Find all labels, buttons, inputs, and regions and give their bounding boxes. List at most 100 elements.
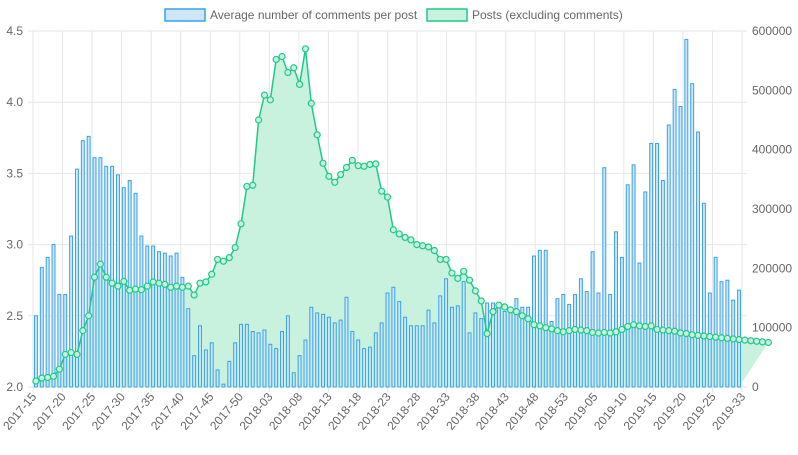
bar-avg-comments[interactable] [373, 332, 378, 388]
bar-avg-comments[interactable] [438, 295, 443, 388]
bar-avg-comments[interactable] [449, 306, 454, 388]
point-posts[interactable] [337, 170, 345, 179]
point-posts[interactable] [149, 278, 157, 286]
bar-avg-comments[interactable] [391, 286, 396, 388]
bar-avg-comments[interactable] [151, 245, 156, 388]
point-posts[interactable] [114, 282, 122, 290]
point-posts[interactable] [254, 116, 263, 124]
point-posts[interactable] [44, 373, 52, 382]
bar-avg-comments[interactable] [168, 255, 173, 388]
point-posts[interactable] [547, 325, 556, 333]
point-posts[interactable] [219, 257, 228, 265]
point-posts[interactable] [49, 372, 58, 380]
point-posts[interactable] [196, 279, 204, 287]
bar-avg-comments[interactable] [332, 322, 337, 388]
point-posts[interactable] [90, 273, 99, 281]
bar-avg-comments[interactable] [121, 187, 126, 388]
point-posts[interactable] [542, 324, 550, 332]
point-posts[interactable] [712, 333, 720, 341]
bar-avg-comments[interactable] [420, 325, 425, 388]
point-posts[interactable] [477, 297, 485, 305]
bar-avg-comments[interactable] [660, 180, 665, 388]
point-posts[interactable] [448, 269, 456, 277]
bar-avg-comments[interactable] [209, 342, 214, 388]
bar-avg-comments[interactable] [432, 322, 437, 388]
point-posts[interactable] [208, 270, 216, 278]
bar-avg-comments[interactable] [239, 323, 243, 388]
bar-avg-comments[interactable] [655, 142, 660, 388]
point-posts[interactable] [723, 334, 731, 342]
bar-avg-comments[interactable] [215, 369, 220, 388]
bar-avg-comments[interactable] [614, 231, 618, 388]
point-posts[interactable] [665, 327, 673, 335]
point-posts[interactable] [741, 336, 749, 344]
bar-avg-comments[interactable] [162, 252, 167, 388]
bar-avg-comments[interactable] [690, 83, 695, 388]
bar-avg-comments[interactable] [115, 174, 120, 388]
point-posts[interactable] [706, 332, 714, 341]
bar-avg-comments[interactable] [520, 306, 525, 388]
bar-avg-comments[interactable] [696, 131, 701, 388]
point-posts[interactable] [378, 187, 386, 195]
bar-avg-comments[interactable] [701, 202, 706, 388]
point-posts[interactable] [38, 374, 46, 382]
bar-avg-comments[interactable] [274, 348, 279, 388]
bar-avg-comments[interactable] [227, 360, 232, 388]
point-posts[interactable] [565, 327, 573, 335]
point-posts[interactable] [73, 350, 81, 358]
point-posts[interactable] [307, 99, 315, 107]
bar-avg-comments[interactable] [379, 322, 384, 388]
bar-avg-comments[interactable] [244, 323, 249, 388]
bar-avg-comments[interactable] [39, 266, 44, 388]
point-posts[interactable] [325, 172, 333, 180]
point-posts[interactable] [354, 162, 362, 170]
bar-avg-comments[interactable] [491, 302, 495, 388]
bar-avg-comments[interactable] [496, 306, 501, 388]
bar-avg-comments[interactable] [479, 318, 484, 388]
point-posts[interactable] [629, 321, 638, 329]
point-posts[interactable] [618, 325, 626, 334]
bar-avg-comments[interactable] [344, 296, 349, 388]
bar-avg-comments[interactable] [643, 191, 648, 388]
point-posts[interactable] [460, 267, 468, 275]
bar-avg-comments[interactable] [543, 249, 548, 388]
bar-avg-comments[interactable] [157, 251, 161, 388]
point-posts[interactable] [167, 283, 175, 291]
point-posts[interactable] [413, 241, 421, 249]
point-posts[interactable] [190, 291, 198, 299]
point-posts[interactable] [583, 327, 591, 335]
bar-avg-comments[interactable] [649, 142, 654, 388]
bar-avg-comments[interactable] [45, 256, 50, 388]
bar-avg-comments[interactable] [233, 342, 238, 388]
point-posts[interactable] [553, 327, 562, 335]
bar-avg-comments[interactable] [485, 302, 490, 388]
bar-avg-comments[interactable] [174, 252, 179, 388]
point-posts[interactable] [524, 315, 532, 323]
bar-avg-comments[interactable] [86, 135, 91, 388]
point-posts[interactable] [471, 287, 479, 295]
point-posts[interactable] [143, 282, 151, 290]
bar-avg-comments[interactable] [725, 279, 730, 388]
point-posts[interactable] [501, 303, 509, 311]
bar-avg-comments[interactable] [514, 298, 519, 388]
point-posts[interactable] [155, 279, 163, 287]
point-posts[interactable] [530, 321, 538, 329]
bar-avg-comments[interactable] [672, 88, 677, 388]
point-posts[interactable] [401, 233, 409, 242]
point-posts[interactable] [764, 338, 772, 347]
point-posts[interactable] [588, 328, 597, 337]
bar-avg-comments[interactable] [731, 299, 736, 388]
bar-avg-comments[interactable] [414, 325, 419, 388]
point-posts[interactable] [600, 328, 608, 337]
point-posts[interactable] [137, 286, 146, 294]
point-posts[interactable] [758, 338, 767, 346]
bar-avg-comments[interactable] [631, 164, 636, 388]
bar-avg-comments[interactable] [315, 312, 320, 388]
legend-label-posts[interactable]: Posts (excluding comments) [472, 8, 623, 22]
bar-avg-comments[interactable] [467, 332, 472, 388]
bar-avg-comments[interactable] [139, 235, 144, 388]
bar-avg-comments[interactable] [303, 339, 308, 388]
bar-avg-comments[interactable] [537, 249, 542, 388]
bar-avg-comments[interactable] [608, 293, 613, 388]
point-posts[interactable] [753, 337, 761, 345]
